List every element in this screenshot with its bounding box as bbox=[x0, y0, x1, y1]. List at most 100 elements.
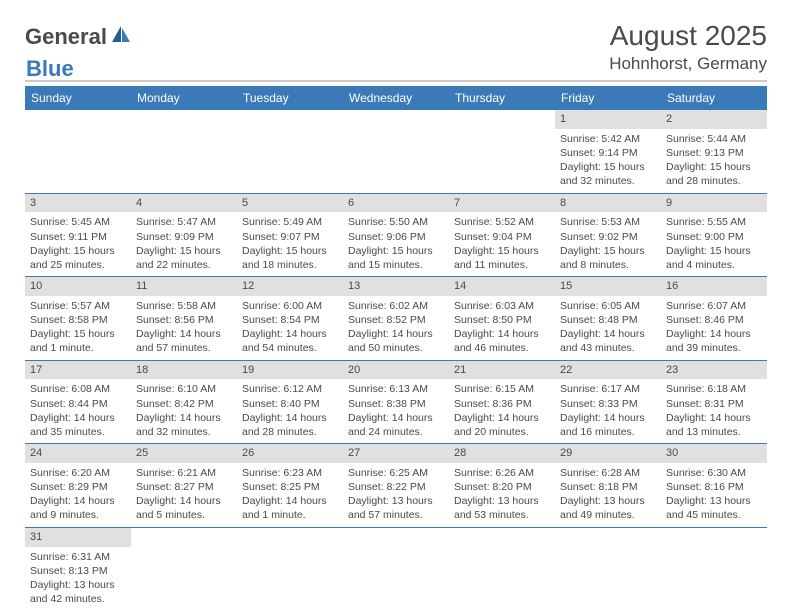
day-number: 16 bbox=[661, 277, 767, 296]
sunset-text: Sunset: 8:27 PM bbox=[136, 480, 232, 494]
sunset-text: Sunset: 8:38 PM bbox=[348, 397, 444, 411]
calendar-empty-cell bbox=[661, 527, 767, 610]
calendar-day-cell: 2Sunrise: 5:44 AMSunset: 9:13 PMDaylight… bbox=[661, 110, 767, 193]
calendar-day-cell: 17Sunrise: 6:08 AMSunset: 8:44 PMDayligh… bbox=[25, 360, 131, 444]
day-number: 17 bbox=[25, 361, 131, 380]
sunset-text: Sunset: 8:42 PM bbox=[136, 397, 232, 411]
calendar-day-cell: 31Sunrise: 6:31 AMSunset: 8:13 PMDayligh… bbox=[25, 527, 131, 610]
weekday-header: Tuesday bbox=[237, 86, 343, 110]
daylight-text: Daylight: 14 hours and 39 minutes. bbox=[666, 327, 762, 355]
calendar-day-cell: 5Sunrise: 5:49 AMSunset: 9:07 PMDaylight… bbox=[237, 193, 343, 277]
calendar-day-cell: 26Sunrise: 6:23 AMSunset: 8:25 PMDayligh… bbox=[237, 444, 343, 528]
weekday-header: Friday bbox=[555, 86, 661, 110]
daylight-text: Daylight: 14 hours and 43 minutes. bbox=[560, 327, 656, 355]
sunrise-text: Sunrise: 6:23 AM bbox=[242, 466, 338, 480]
daylight-text: Daylight: 14 hours and 28 minutes. bbox=[242, 411, 338, 439]
day-number: 2 bbox=[661, 110, 767, 129]
day-number: 30 bbox=[661, 444, 767, 463]
daylight-text: Daylight: 14 hours and 20 minutes. bbox=[454, 411, 550, 439]
sunrise-text: Sunrise: 6:05 AM bbox=[560, 299, 656, 313]
sunset-text: Sunset: 8:20 PM bbox=[454, 480, 550, 494]
sunset-text: Sunset: 8:48 PM bbox=[560, 313, 656, 327]
daylight-text: Daylight: 15 hours and 15 minutes. bbox=[348, 244, 444, 272]
sunrise-text: Sunrise: 6:21 AM bbox=[136, 466, 232, 480]
calendar-day-cell: 9Sunrise: 5:55 AMSunset: 9:00 PMDaylight… bbox=[661, 193, 767, 277]
sunrise-text: Sunrise: 6:03 AM bbox=[454, 299, 550, 313]
day-number: 28 bbox=[449, 444, 555, 463]
daylight-text: Daylight: 15 hours and 22 minutes. bbox=[136, 244, 232, 272]
calendar-table: SundayMondayTuesdayWednesdayThursdayFrid… bbox=[25, 86, 767, 610]
calendar-day-cell: 13Sunrise: 6:02 AMSunset: 8:52 PMDayligh… bbox=[343, 277, 449, 361]
calendar-empty-cell bbox=[131, 527, 237, 610]
sunrise-text: Sunrise: 6:02 AM bbox=[348, 299, 444, 313]
sunset-text: Sunset: 9:14 PM bbox=[560, 146, 656, 160]
day-number: 25 bbox=[131, 444, 237, 463]
weekday-header: Thursday bbox=[449, 86, 555, 110]
calendar-empty-cell bbox=[237, 110, 343, 193]
day-number: 22 bbox=[555, 361, 661, 380]
calendar-day-cell: 14Sunrise: 6:03 AMSunset: 8:50 PMDayligh… bbox=[449, 277, 555, 361]
brand-text-general: General bbox=[25, 24, 107, 50]
sunrise-text: Sunrise: 6:17 AM bbox=[560, 382, 656, 396]
daylight-text: Daylight: 15 hours and 1 minute. bbox=[30, 327, 126, 355]
day-number: 8 bbox=[555, 194, 661, 213]
sunrise-text: Sunrise: 5:53 AM bbox=[560, 215, 656, 229]
day-number: 5 bbox=[237, 194, 343, 213]
sunrise-text: Sunrise: 6:28 AM bbox=[560, 466, 656, 480]
calendar-week-row: 10Sunrise: 5:57 AMSunset: 8:58 PMDayligh… bbox=[25, 277, 767, 361]
sunset-text: Sunset: 9:09 PM bbox=[136, 230, 232, 244]
sunrise-text: Sunrise: 6:25 AM bbox=[348, 466, 444, 480]
day-number: 24 bbox=[25, 444, 131, 463]
calendar-week-row: 31Sunrise: 6:31 AMSunset: 8:13 PMDayligh… bbox=[25, 527, 767, 610]
calendar-day-cell: 22Sunrise: 6:17 AMSunset: 8:33 PMDayligh… bbox=[555, 360, 661, 444]
day-number: 7 bbox=[449, 194, 555, 213]
daylight-text: Daylight: 15 hours and 32 minutes. bbox=[560, 160, 656, 188]
day-number: 19 bbox=[237, 361, 343, 380]
day-number: 1 bbox=[555, 110, 661, 129]
day-number: 27 bbox=[343, 444, 449, 463]
calendar-week-row: 24Sunrise: 6:20 AMSunset: 8:29 PMDayligh… bbox=[25, 444, 767, 528]
daylight-text: Daylight: 15 hours and 11 minutes. bbox=[454, 244, 550, 272]
calendar-day-cell: 1Sunrise: 5:42 AMSunset: 9:14 PMDaylight… bbox=[555, 110, 661, 193]
calendar-day-cell: 30Sunrise: 6:30 AMSunset: 8:16 PMDayligh… bbox=[661, 444, 767, 528]
sunset-text: Sunset: 8:52 PM bbox=[348, 313, 444, 327]
day-number: 15 bbox=[555, 277, 661, 296]
sunrise-text: Sunrise: 6:20 AM bbox=[30, 466, 126, 480]
daylight-text: Daylight: 15 hours and 25 minutes. bbox=[30, 244, 126, 272]
calendar-day-cell: 19Sunrise: 6:12 AMSunset: 8:40 PMDayligh… bbox=[237, 360, 343, 444]
sail-icon bbox=[110, 25, 132, 50]
calendar-day-cell: 7Sunrise: 5:52 AMSunset: 9:04 PMDaylight… bbox=[449, 193, 555, 277]
daylight-text: Daylight: 14 hours and 35 minutes. bbox=[30, 411, 126, 439]
day-number: 21 bbox=[449, 361, 555, 380]
calendar-empty-cell bbox=[449, 110, 555, 193]
daylight-text: Daylight: 13 hours and 57 minutes. bbox=[348, 494, 444, 522]
calendar-body: 1Sunrise: 5:42 AMSunset: 9:14 PMDaylight… bbox=[25, 110, 767, 610]
calendar-empty-cell bbox=[555, 527, 661, 610]
day-number: 29 bbox=[555, 444, 661, 463]
daylight-text: Daylight: 14 hours and 24 minutes. bbox=[348, 411, 444, 439]
calendar-day-cell: 29Sunrise: 6:28 AMSunset: 8:18 PMDayligh… bbox=[555, 444, 661, 528]
day-number: 9 bbox=[661, 194, 767, 213]
weekday-header: Sunday bbox=[25, 86, 131, 110]
weekday-header: Saturday bbox=[661, 86, 767, 110]
daylight-text: Daylight: 14 hours and 1 minute. bbox=[242, 494, 338, 522]
daylight-text: Daylight: 14 hours and 9 minutes. bbox=[30, 494, 126, 522]
sunset-text: Sunset: 8:56 PM bbox=[136, 313, 232, 327]
sunrise-text: Sunrise: 5:55 AM bbox=[666, 215, 762, 229]
daylight-text: Daylight: 15 hours and 18 minutes. bbox=[242, 244, 338, 272]
daylight-text: Daylight: 14 hours and 46 minutes. bbox=[454, 327, 550, 355]
daylight-text: Daylight: 13 hours and 49 minutes. bbox=[560, 494, 656, 522]
calendar-day-cell: 8Sunrise: 5:53 AMSunset: 9:02 PMDaylight… bbox=[555, 193, 661, 277]
sunset-text: Sunset: 8:50 PM bbox=[454, 313, 550, 327]
daylight-text: Daylight: 14 hours and 32 minutes. bbox=[136, 411, 232, 439]
brand-logo: General bbox=[25, 24, 132, 50]
sunrise-text: Sunrise: 6:08 AM bbox=[30, 382, 126, 396]
sunset-text: Sunset: 8:58 PM bbox=[30, 313, 126, 327]
sunset-text: Sunset: 8:31 PM bbox=[666, 397, 762, 411]
day-number: 13 bbox=[343, 277, 449, 296]
sunset-text: Sunset: 8:22 PM bbox=[348, 480, 444, 494]
sunrise-text: Sunrise: 6:31 AM bbox=[30, 550, 126, 564]
calendar-week-row: 1Sunrise: 5:42 AMSunset: 9:14 PMDaylight… bbox=[25, 110, 767, 193]
daylight-text: Daylight: 14 hours and 5 minutes. bbox=[136, 494, 232, 522]
daylight-text: Daylight: 13 hours and 42 minutes. bbox=[30, 578, 126, 606]
